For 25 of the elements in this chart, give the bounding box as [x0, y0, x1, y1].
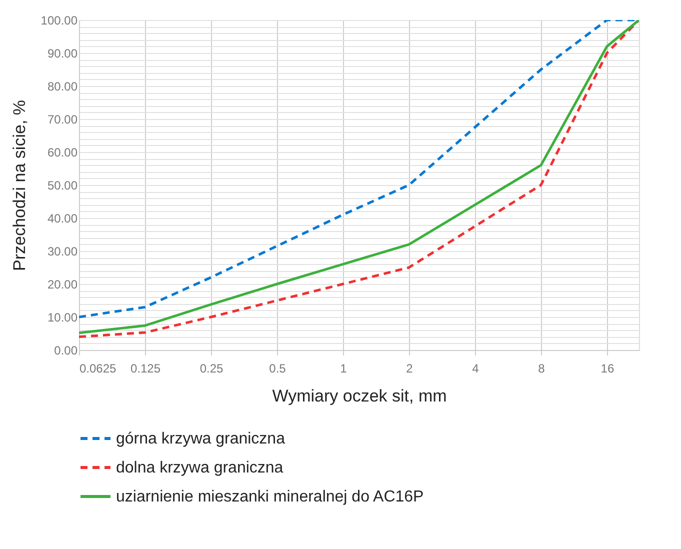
- x-tick-label: 16: [600, 362, 614, 376]
- x-tick-label: 2: [406, 362, 414, 376]
- x-tick-label: 0.0625: [80, 362, 117, 376]
- legend-label: dolna krzywa graniczna: [116, 460, 284, 476]
- y-tick-label: 70.00: [47, 112, 78, 126]
- y-tick-label: 40.00: [47, 212, 78, 226]
- legend-label: uziarnienie mieszanki mineralnej do AC16P: [116, 488, 424, 506]
- x-tick-label: 0.125: [130, 362, 161, 376]
- y-tick-label: 50.00: [47, 178, 78, 192]
- y-tick-label: 20.00: [47, 278, 78, 292]
- y-tick-label: 0.00: [54, 344, 78, 358]
- y-tick-label: 100.00: [40, 14, 78, 28]
- y-tick-label: 30.00: [47, 244, 78, 258]
- x-tick-label: 0.5: [269, 362, 286, 376]
- x-tick-label: 0.25: [200, 362, 224, 376]
- legend-label: górna krzywa graniczna: [116, 430, 286, 448]
- y-axis-title: Przechodzi na sicie, %: [10, 100, 29, 272]
- y-tick-label: 10.00: [47, 310, 78, 324]
- x-tick-label: 4: [472, 362, 480, 376]
- x-axis-title: Wymiary oczek sit, mm: [272, 386, 447, 406]
- y-tick-label: 80.00: [47, 80, 78, 94]
- y-tick-label: 90.00: [47, 46, 78, 60]
- y-tick-label: 60.00: [47, 146, 78, 160]
- x-tick-label: 1: [340, 362, 348, 376]
- x-tick-label: 8: [538, 362, 546, 376]
